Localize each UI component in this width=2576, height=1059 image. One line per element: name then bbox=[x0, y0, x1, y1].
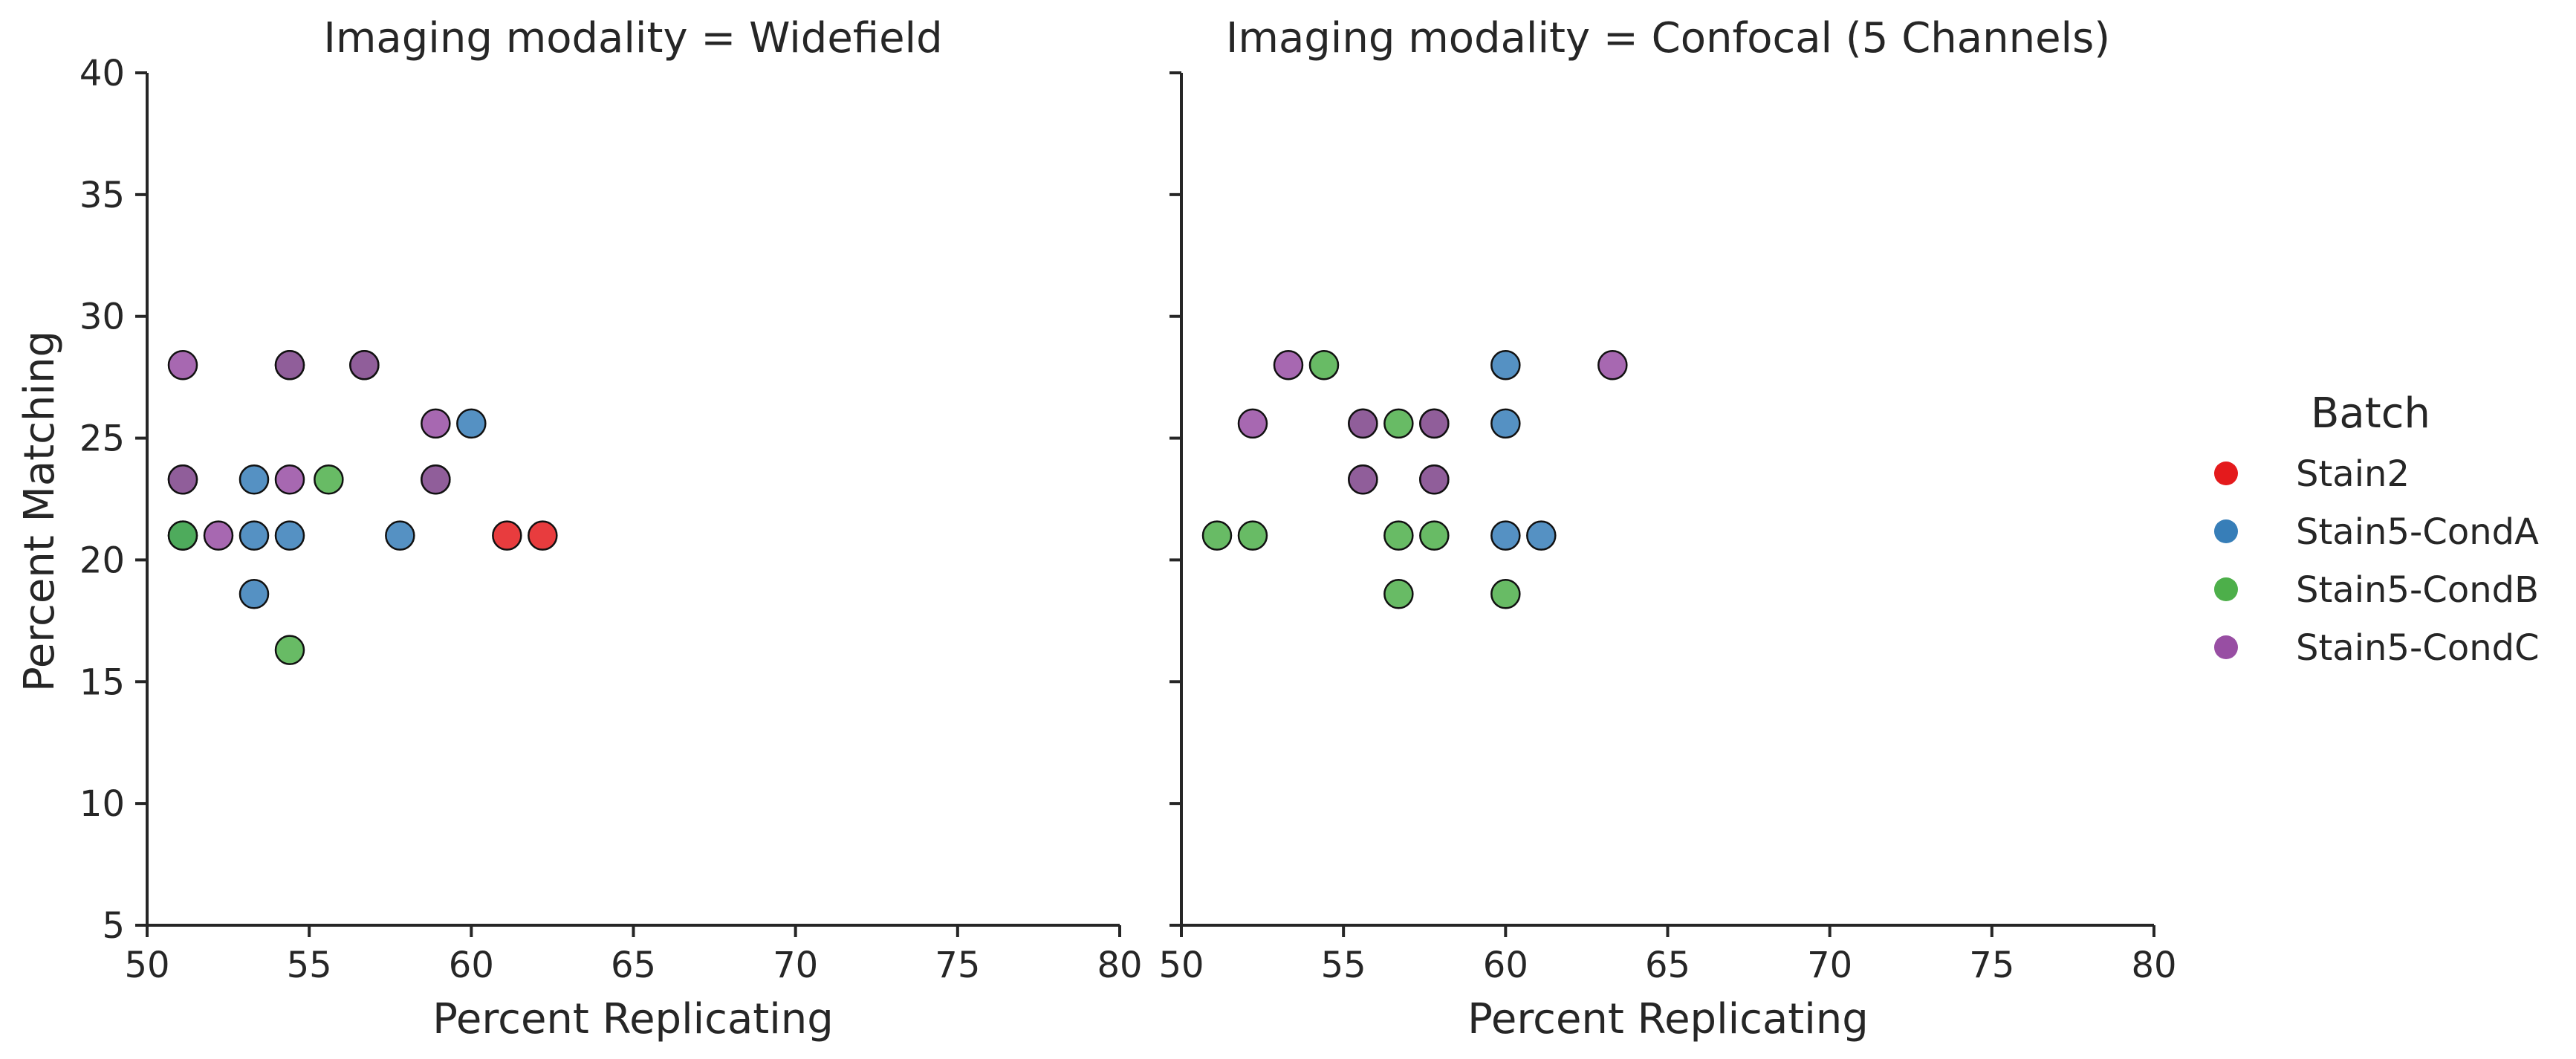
y-tick-label: 35 bbox=[80, 175, 125, 216]
legend-marker-stain5-conda bbox=[2214, 519, 2238, 543]
y-tick-label: 10 bbox=[80, 783, 125, 825]
x-tick-label: 70 bbox=[1807, 945, 1852, 986]
data-point-stain5-condb bbox=[1490, 579, 1521, 609]
data-point-stain5-conda bbox=[239, 464, 270, 495]
y-axis-label: Percent Matching bbox=[16, 331, 64, 692]
y-tick-label: 5 bbox=[102, 905, 125, 947]
x-axis-label-widefield: Percent Replicating bbox=[432, 995, 834, 1043]
data-point-stain5-conda bbox=[239, 579, 270, 609]
y-tick-label: 25 bbox=[80, 418, 125, 460]
x-ticks-confocal: 50 55 60 65 70 75 80 bbox=[1158, 925, 2177, 986]
x-tick-label: 60 bbox=[449, 945, 494, 986]
x-tick-label: 65 bbox=[1645, 945, 1690, 986]
data-point-stain5-condc bbox=[421, 408, 451, 439]
data-point-stain5-condc bbox=[274, 350, 305, 380]
data-point-stain5-condb bbox=[274, 635, 305, 665]
data-point-stain5-condc bbox=[1419, 464, 1450, 495]
panel-title-widefield: Imaging modality = Widefield bbox=[323, 14, 942, 62]
data-point-stain5-condc bbox=[274, 464, 305, 495]
panel-title-confocal: Imaging modality = Confocal (5 Channels) bbox=[1226, 14, 2110, 62]
data-point-stain5-condb bbox=[1419, 520, 1450, 551]
x-tick-label: 75 bbox=[935, 945, 980, 986]
points-confocal bbox=[1201, 350, 1628, 609]
data-point-stain5-condb bbox=[314, 464, 344, 495]
x-tick-label: 80 bbox=[1097, 945, 1142, 986]
data-point-stain5-condb bbox=[1383, 520, 1414, 551]
data-point-stain2 bbox=[492, 520, 522, 551]
data-point-stain5-conda bbox=[385, 520, 415, 551]
y-ticks-widefield: 5 10 15 20 25 30 35 40 bbox=[80, 53, 147, 947]
data-point-stain5-condc bbox=[1597, 350, 1628, 380]
axes-confocal bbox=[1180, 73, 2154, 927]
x-tick-label: 50 bbox=[1158, 945, 1204, 986]
data-point-stain5-condc bbox=[1419, 408, 1450, 439]
points-widefield bbox=[167, 350, 558, 665]
data-point-stain5-condc bbox=[203, 520, 234, 551]
data-point-stain5-condb bbox=[1383, 408, 1414, 439]
data-point-stain5-conda bbox=[274, 520, 305, 551]
x-tick-label: 75 bbox=[1969, 945, 2014, 986]
data-point-stain2 bbox=[528, 520, 558, 551]
data-point-stain5-conda bbox=[239, 520, 270, 551]
data-point-stain5-condc bbox=[1348, 464, 1378, 495]
legend-label: Stain5-CondB bbox=[2296, 569, 2539, 611]
x-tick-label: 55 bbox=[1321, 945, 1366, 986]
data-point-stain5-condc bbox=[1237, 408, 1268, 439]
y-tick-label: 40 bbox=[80, 53, 125, 94]
data-point-stain5-condc bbox=[167, 464, 198, 495]
y-tick-label: 30 bbox=[80, 297, 125, 338]
y-ticks-confocal bbox=[1169, 71, 1181, 927]
legend-marker-stain5-condb bbox=[2214, 577, 2238, 601]
data-point-stain5-condc bbox=[349, 350, 380, 380]
data-point-stain5-condb bbox=[1237, 520, 1268, 551]
data-point-stain5-condc bbox=[1273, 350, 1304, 380]
legend-label: Stain5-CondA bbox=[2296, 511, 2539, 553]
y-tick-label: 20 bbox=[80, 540, 125, 581]
x-tick-label: 50 bbox=[124, 945, 169, 986]
x-axis-label-confocal: Percent Replicating bbox=[1467, 995, 1869, 1043]
data-point-stain5-condb bbox=[1383, 579, 1414, 609]
data-point-stain5-conda bbox=[1490, 408, 1521, 439]
data-point-stain5-conda bbox=[1490, 350, 1521, 380]
x-tick-label: 65 bbox=[611, 945, 656, 986]
legend-marker-stain5-condc bbox=[2214, 635, 2238, 659]
data-point-stain5-condc bbox=[421, 464, 451, 495]
data-point-stain5-condb bbox=[167, 520, 198, 551]
axes-widefield bbox=[146, 73, 1120, 927]
data-point-stain5-condb bbox=[1201, 520, 1233, 551]
legend: Batch Stain2Stain5-CondAStain5-CondBStai… bbox=[2214, 389, 2540, 669]
legend-label: Stain5-CondC bbox=[2296, 627, 2540, 669]
x-tick-label: 80 bbox=[2131, 945, 2176, 986]
legend-label: Stain2 bbox=[2296, 453, 2410, 495]
x-ticks-widefield: 50 55 60 65 70 75 80 bbox=[124, 925, 1143, 986]
data-point-stain5-condc bbox=[1348, 408, 1378, 439]
panel-widefield: Imaging modality = Widefield 50 55 60 65 70 7… bbox=[16, 14, 1143, 1043]
y-tick-label: 15 bbox=[80, 661, 125, 703]
legend-entries: Stain2 Stain5-CondA Stain5-CondB Stain5-Con… bbox=[2214, 453, 2540, 669]
data-point-stain5-conda bbox=[1490, 520, 1521, 551]
data-point-stain5-condb bbox=[1308, 350, 1340, 380]
x-tick-label: 55 bbox=[287, 945, 332, 986]
x-tick-label: 70 bbox=[773, 945, 818, 986]
legend-title: Batch bbox=[2311, 389, 2430, 438]
data-point-stain5-condc bbox=[167, 350, 198, 380]
panel-confocal: Imaging modality = Confocal (5 Channels)… bbox=[1158, 14, 2176, 1043]
data-point-stain5-conda bbox=[456, 408, 487, 439]
x-tick-label: 60 bbox=[1483, 945, 1528, 986]
legend-marker-stain2 bbox=[2214, 462, 2238, 485]
data-point-stain5-conda bbox=[1526, 520, 1557, 551]
